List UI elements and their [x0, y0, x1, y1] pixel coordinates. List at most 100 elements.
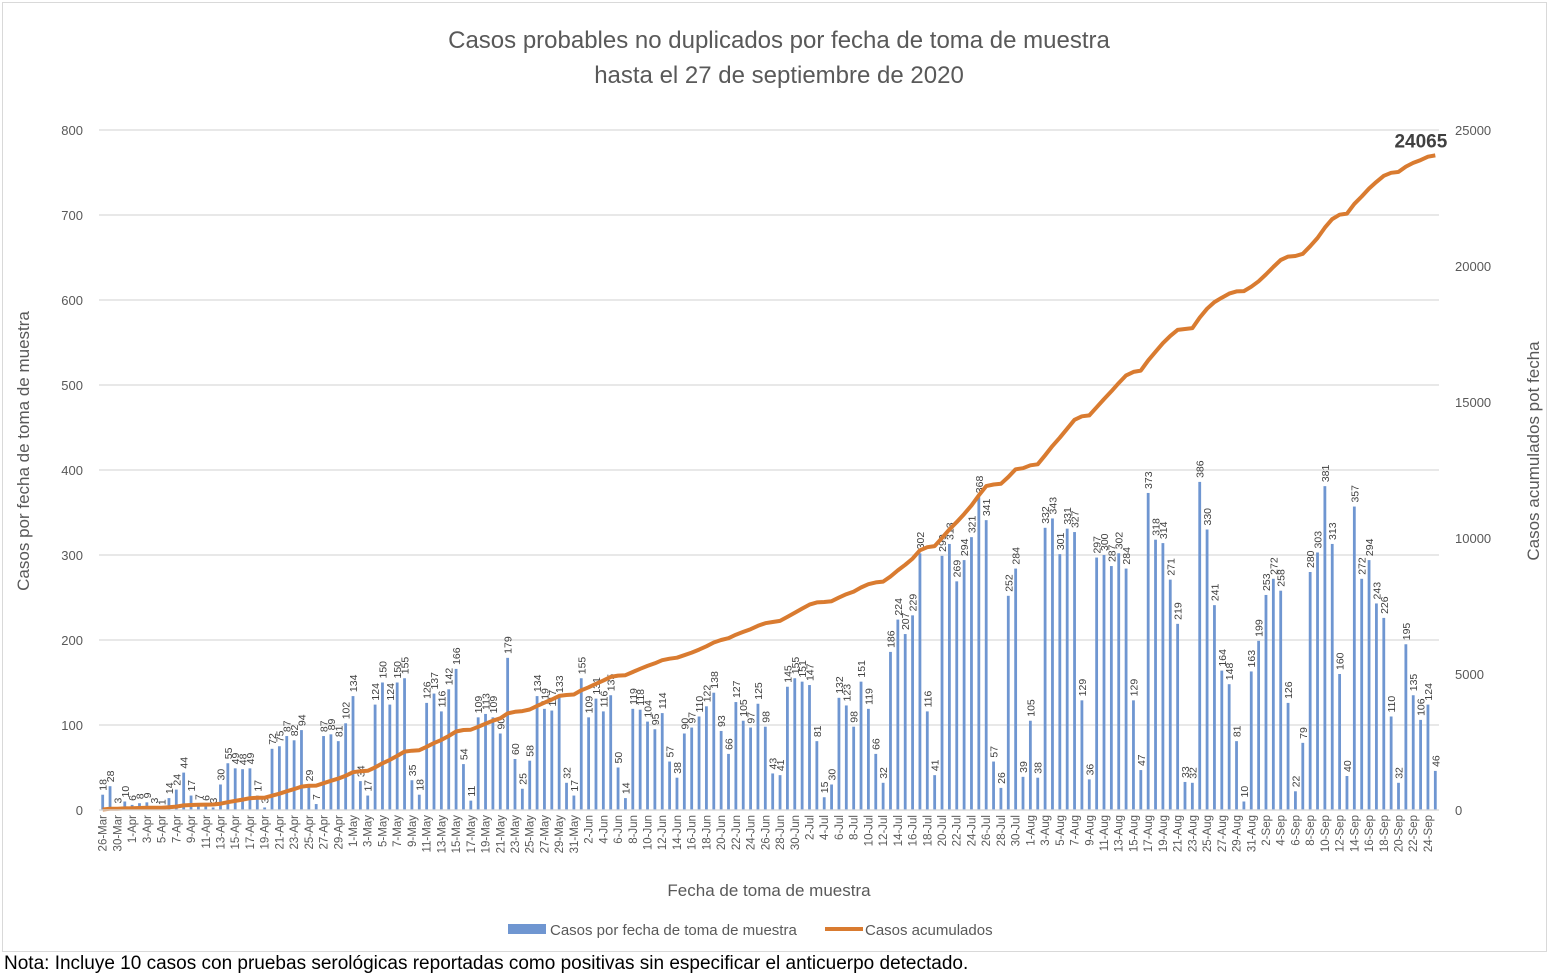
bar	[1352, 506, 1356, 810]
y-tick-label: 200	[61, 633, 83, 648]
bar	[403, 678, 406, 810]
bar-data-label: 79	[1298, 727, 1310, 739]
x-tick-label: 15-Aug	[1128, 815, 1140, 852]
bar-data-label: 6	[201, 795, 213, 801]
bar-data-label: 105	[1025, 699, 1037, 717]
x-tick-label: 6-Jul	[834, 815, 846, 840]
bar-data-label: 89	[326, 719, 338, 731]
bar-data-label: 90	[679, 718, 691, 730]
bar	[601, 711, 605, 810]
x-tick-label: 25-Apr	[304, 815, 316, 850]
bar-data-label: 145	[782, 665, 794, 683]
x-tick-label: 29-Apr	[333, 815, 345, 850]
bar-data-label: 301	[1055, 532, 1067, 550]
bar-data-label: 313	[1327, 522, 1339, 540]
bar-data-label: 10	[1239, 786, 1251, 798]
x-tick-label: 26-Jul	[981, 815, 993, 846]
bar	[1065, 528, 1069, 810]
bar	[727, 753, 730, 810]
bar-data-label: 8	[134, 793, 146, 799]
x-tick-label: 2-Sep	[1261, 815, 1273, 846]
bar	[1168, 579, 1172, 810]
bar-data-label: 102	[341, 702, 353, 720]
bar-data-label: 166	[451, 647, 463, 665]
bar-data-label: 18	[98, 779, 110, 791]
bar	[395, 682, 399, 810]
bar	[255, 795, 259, 810]
bar-data-label: 224	[893, 598, 905, 616]
bar	[204, 804, 208, 810]
x-tick-label: 6-Sep	[1290, 815, 1302, 846]
x-tick-label: 3-May	[363, 815, 375, 847]
chart-title: Casos probables no duplicados por fecha …	[448, 27, 1110, 54]
bar	[351, 696, 355, 810]
bar-data-label: 134	[348, 674, 360, 692]
bar	[874, 753, 878, 810]
x-tick-label: 29-Aug	[1232, 815, 1244, 852]
bar	[219, 784, 222, 810]
y-tick-label: 500	[61, 378, 83, 393]
y2-tick-label: 20000	[1455, 259, 1491, 274]
bar-data-label: 373	[1143, 471, 1155, 489]
cumulative-line	[102, 153, 1436, 812]
x-tick-label: 14-Jul	[893, 815, 905, 846]
bar-data-label: 132	[834, 676, 846, 694]
bar	[322, 736, 325, 810]
bar-data-label: 294	[1364, 538, 1376, 556]
bar-data-label: 269	[952, 560, 964, 578]
y-axis-left: 0 100 200 300 400 500 600 700 800	[61, 123, 83, 818]
bar-data-label: 207	[900, 612, 912, 630]
x-tick-label: 12-Jul	[878, 815, 890, 846]
bar	[1330, 543, 1334, 810]
bar-data-label: 9	[142, 792, 154, 798]
bar-data-label: 195	[1401, 623, 1413, 641]
bar-data-label: 17	[363, 780, 375, 792]
bar-data-label: 33	[1180, 766, 1192, 778]
bar-data-label: 3	[260, 797, 272, 803]
x-tick-label: 1-May	[348, 815, 360, 847]
bar	[1028, 720, 1032, 810]
bar	[1264, 594, 1268, 810]
x-tick-label: 4-Sep	[1276, 815, 1288, 846]
bar	[1286, 702, 1290, 810]
bar-data-label: 343	[1047, 497, 1059, 515]
x-tick-label: 23-Apr	[289, 815, 301, 850]
x-tick-label: 8-Jun	[628, 815, 640, 844]
bar-data-label: 135	[1408, 674, 1420, 692]
x-tick-label: 10-Jun	[643, 815, 655, 850]
bar	[1073, 532, 1076, 810]
x-tick-label: 24-Jun	[746, 815, 758, 850]
bar	[984, 520, 988, 810]
bar	[469, 800, 473, 810]
bar-data-label: 341	[981, 498, 993, 516]
bar-data-label: 272	[1268, 557, 1280, 575]
x-tick-label: 8-Jul	[849, 815, 861, 840]
bar-data-label: 126	[422, 681, 434, 699]
bar-data-label: 17	[186, 780, 198, 792]
bar	[1308, 572, 1312, 810]
y-tick-label: 300	[61, 548, 83, 563]
bar	[101, 794, 105, 810]
bar-data-label: 300	[1099, 533, 1111, 551]
bar	[668, 761, 672, 810]
x-tick-label: 14-Sep	[1349, 815, 1361, 852]
x-tick-label: 23-May	[510, 815, 522, 854]
bar-data-label: 10	[120, 786, 132, 798]
bar-data-label: 252	[1003, 574, 1015, 592]
bar-data-label: 57	[665, 746, 677, 758]
bar	[307, 785, 311, 810]
x-tick-label: 11-Apr	[201, 815, 213, 849]
bar	[1043, 527, 1047, 810]
bar	[903, 634, 907, 810]
bar	[1109, 566, 1113, 810]
bar-data-label: 357	[1349, 485, 1361, 503]
bar-data-label: 186	[885, 630, 897, 648]
legend: Casos por fecha de toma de muestra Casos…	[508, 922, 993, 939]
bar	[741, 720, 745, 810]
bar	[1014, 568, 1018, 810]
x-tick-label: 21-Aug	[1173, 815, 1185, 852]
bar	[1419, 719, 1422, 810]
bar-data-label: 93	[716, 715, 728, 727]
x-tick-label: 31-May	[569, 815, 581, 854]
bar-data-label: 280	[1305, 550, 1317, 568]
